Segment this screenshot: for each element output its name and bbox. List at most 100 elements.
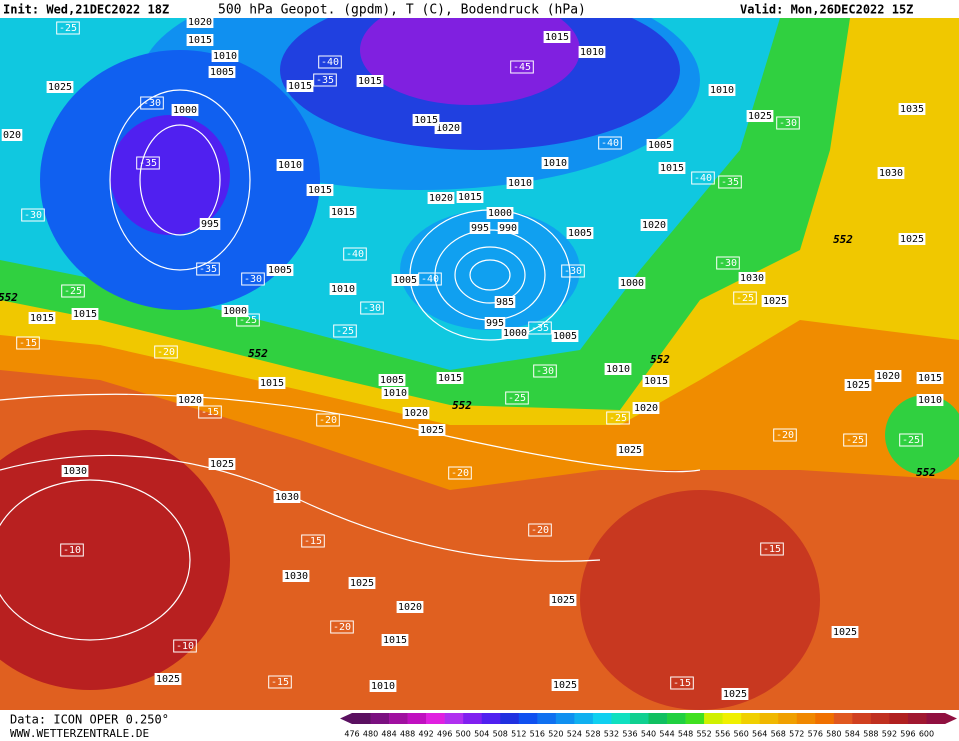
label-box	[71, 308, 99, 320]
label-box	[236, 313, 260, 327]
boundary-label: 552	[650, 353, 670, 366]
label-box	[877, 167, 905, 179]
isobar-label: 1000	[223, 306, 247, 317]
colorbar-swatch	[722, 713, 742, 724]
isobar-label: 1000	[503, 328, 527, 339]
temperature-label: -35	[199, 264, 217, 275]
label-box	[171, 104, 199, 116]
label-box	[533, 364, 557, 378]
isobar-label: 1015	[73, 309, 97, 320]
colorbar-swatch	[648, 713, 668, 724]
isobar-label: 985	[496, 297, 514, 308]
label-box	[391, 274, 419, 286]
colorbar-label: 600	[919, 730, 934, 739]
label-box	[396, 601, 424, 613]
colorbar-swatch	[870, 713, 890, 724]
temperature-label: -40	[321, 57, 339, 68]
colorbar-label: 552	[696, 730, 711, 739]
isobar-label: 1000	[620, 278, 644, 289]
temperature-label: -25	[59, 23, 77, 34]
colorbar-swatch	[481, 713, 501, 724]
colorbar: 476 480 484 488 492 496 500 504 508 512 516 520 524 5…	[340, 713, 957, 739]
isobar-label: 1020	[429, 193, 453, 204]
colorbar-label: 492	[418, 730, 433, 739]
isobar-label: 1010	[543, 158, 567, 169]
isobar-label: 1010	[371, 681, 395, 692]
isobar-label: 1030	[275, 492, 299, 503]
label-box	[448, 466, 472, 480]
label-box	[348, 577, 376, 589]
colorbar-label: 548	[678, 730, 693, 739]
isobar-label: 1025	[748, 111, 772, 122]
label-box	[844, 379, 872, 391]
isobar-label: 020	[3, 130, 21, 141]
isobar-label: 1020	[178, 395, 202, 406]
temperature-label: -35	[531, 323, 549, 334]
label-box	[154, 673, 182, 685]
isobar-label: 1005	[553, 331, 577, 342]
label-box	[28, 312, 56, 324]
temperature-label: -40	[694, 173, 712, 184]
isobar-label: 1005	[648, 140, 672, 151]
isobar-label: 1025	[618, 445, 642, 456]
temperature-label: -10	[176, 641, 194, 652]
colorbar-swatch	[592, 713, 612, 724]
label-box	[427, 192, 455, 204]
label-box	[528, 321, 552, 335]
colorbar-label: 476	[344, 730, 359, 739]
isobar-label: 1015	[414, 115, 438, 126]
label-box	[733, 291, 757, 305]
isobar-label: 1015	[438, 373, 462, 384]
label-box	[494, 296, 516, 308]
temperature-label: -20	[333, 622, 351, 633]
boundary-label: 552	[248, 347, 268, 360]
colorbar-label: 540	[641, 730, 656, 739]
isobar-label: 1015	[288, 81, 312, 92]
label-box	[721, 688, 749, 700]
isobar-label: 1005	[380, 375, 404, 386]
isobar-label: 1025	[350, 578, 374, 589]
title-text: 500 hPa Geopot. (gpdm), T (C), Bodendruc…	[218, 3, 586, 18]
isobar-label: 1010	[710, 85, 734, 96]
temperature-label: -35	[721, 177, 739, 188]
boundary-label: 552	[833, 233, 853, 246]
label-box	[356, 75, 384, 87]
label-box	[140, 96, 164, 110]
label-box	[718, 175, 742, 189]
label-box	[1, 129, 23, 141]
label-box	[418, 424, 446, 436]
temperature-label: -30	[143, 98, 161, 109]
temperature-label: -15	[673, 678, 691, 689]
colorbar-label: 596	[900, 730, 915, 739]
temperature-label: -25	[609, 413, 627, 424]
label-box	[186, 16, 214, 28]
colorbar-arrow	[340, 713, 352, 724]
isobar-label: 1025	[846, 380, 870, 391]
colorbar-swatch	[611, 713, 631, 724]
label-box	[618, 277, 646, 289]
label-box	[761, 295, 789, 307]
isobar-label: 1015	[188, 35, 212, 46]
label-box	[831, 626, 859, 638]
label-box	[276, 159, 304, 171]
isobar-label: 1025	[723, 689, 747, 700]
label-box	[549, 594, 577, 606]
colorbar-label: 580	[826, 730, 841, 739]
colorbar-label: 488	[400, 730, 415, 739]
label-box	[434, 122, 462, 134]
label-box	[286, 80, 314, 92]
temperature-label: -20	[531, 525, 549, 536]
isobar-label: 1020	[398, 602, 422, 613]
temperature-label: -20	[157, 347, 175, 358]
colorbar-label: 524	[567, 730, 582, 739]
label-box	[578, 46, 606, 58]
isobar-label: 1030	[284, 571, 308, 582]
isobar-label: 1025	[48, 82, 72, 93]
colorbar-swatch	[778, 713, 798, 724]
colorbar-swatch	[389, 713, 408, 724]
label-box	[843, 433, 867, 447]
label-box	[56, 21, 80, 35]
colorbar-swatch	[444, 713, 464, 724]
label-box	[658, 162, 686, 174]
label-box	[412, 114, 440, 126]
